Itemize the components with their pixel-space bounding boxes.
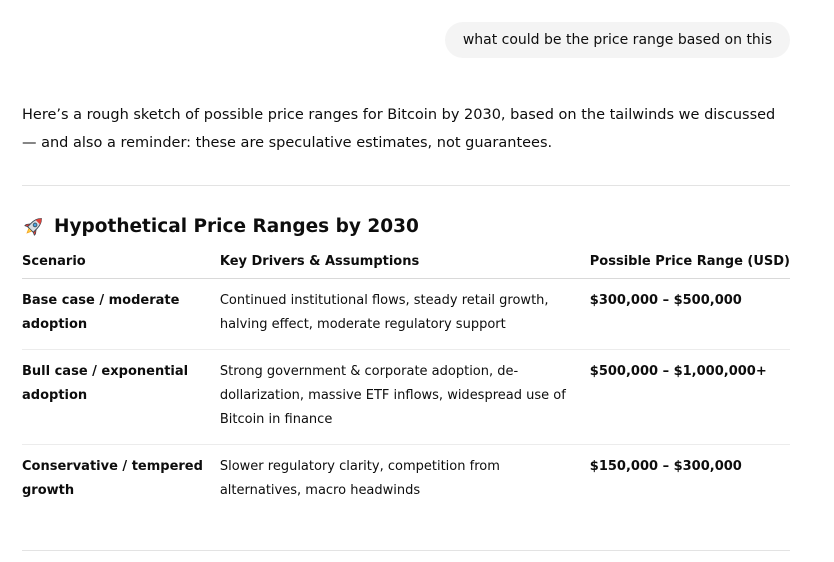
user-message-text: what could be the price range based on t…: [462, 32, 772, 48]
user-message-bubble: what could be the price range based on t…: [444, 22, 790, 58]
table-row: Base case / moderate adoption Continued …: [22, 278, 790, 350]
assistant-intro-text: Here’s a rough sketch of possible price …: [22, 107, 776, 151]
section-title: Hypothetical Price Ranges by 2030: [54, 215, 419, 237]
price-range-cell: $500,000 – $1,000,000+: [589, 349, 790, 445]
price-range-cell: $300,000 – $500,000: [589, 278, 790, 350]
price-range-table: Scenario Key Drivers & Assumptions Possi…: [22, 250, 790, 515]
header-price-range: Possible Price Range (USD): [589, 250, 790, 279]
scenario-cell: Bull case / exponential adoption: [22, 349, 220, 445]
drivers-cell: Continued institutional flows, steady re…: [219, 278, 590, 350]
scenario-cell: Conservative / tempered growth: [22, 459, 203, 498]
price-range-cell: $150,000 – $300,000: [589, 459, 742, 474]
table-header-row: Scenario Key Drivers & Assumptions Possi…: [22, 250, 790, 279]
drivers-cell: Slower regulatory clarity, competition f…: [219, 459, 500, 498]
table-row: Conservative / tempered growth Slower re…: [22, 445, 790, 516]
drivers-cell: Strong government & corporate adoption, …: [219, 349, 590, 445]
rocket-icon: [24, 218, 42, 236]
header-scenario: Scenario: [22, 250, 220, 279]
section-divider: [22, 185, 790, 186]
section-heading: Hypothetical Price Ranges by 2030: [22, 214, 419, 238]
header-drivers: Key Drivers & Assumptions: [219, 250, 590, 279]
scenario-cell: Base case / moderate adoption: [22, 278, 220, 350]
section-divider: [22, 550, 790, 551]
table-row: Bull case / exponential adoption Strong …: [22, 349, 790, 445]
